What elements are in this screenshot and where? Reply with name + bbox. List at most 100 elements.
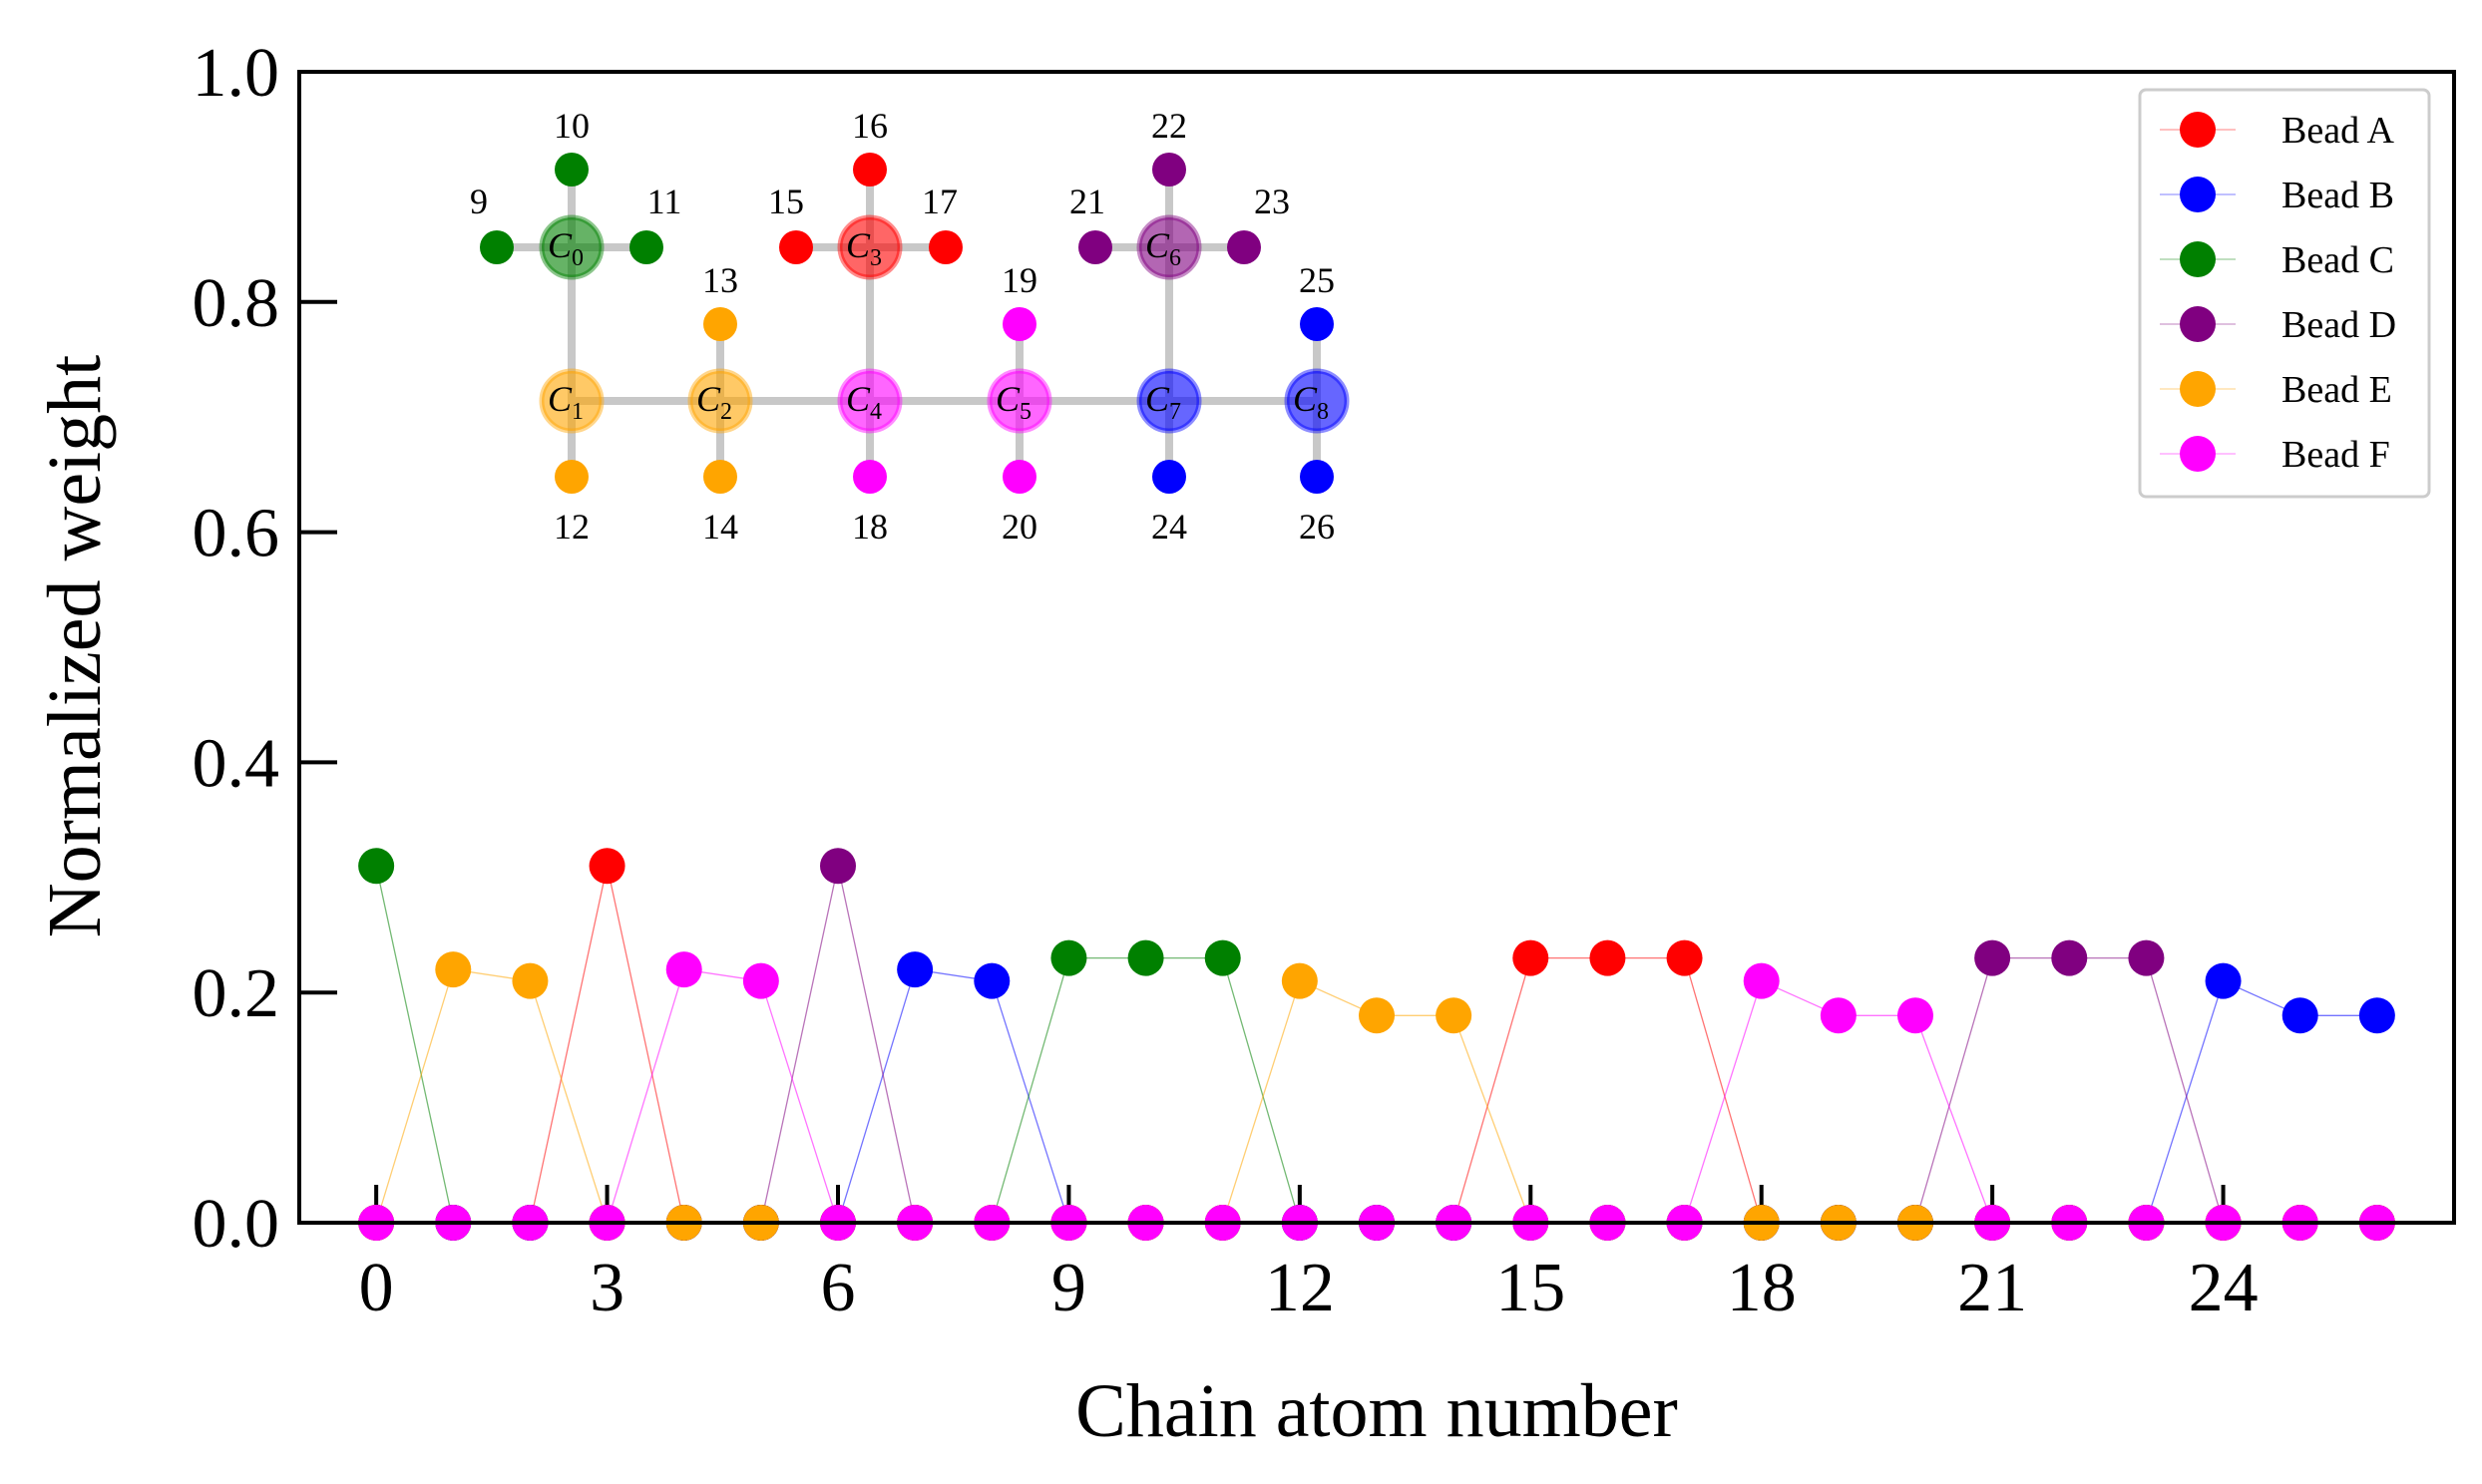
inset-atom-number: 26 [1299,507,1335,547]
inset-backbone-label: C3 [846,225,882,271]
y-axis-title: Normalized weight [33,355,117,938]
inset-atom-number: 15 [768,182,804,221]
x-tick-label: 21 [1957,1250,2027,1326]
x-tick-label: 3 [590,1250,624,1326]
y-tick-label: 1.0 [193,35,280,112]
data-point-bead-a [1589,939,1626,976]
inset-atom-number: 13 [702,260,738,300]
data-point-bead-b [974,962,1011,999]
legend-marker [2180,177,2216,212]
data-point-bead-e [1359,997,1395,1034]
data-point-bead-e [1281,962,1318,999]
inset-substituent-atom [779,230,813,264]
y-tick-label: 0.6 [193,496,280,572]
data-point-bead-a [589,848,625,885]
axis-ticks-layer: 0 3 6 9 12 15 18 21 24 0.0 0.2 0.4 0.6 0.8 1.0 [193,35,2259,1326]
inset-atom-number: 11 [647,182,682,221]
molecule-inset: C0 C1 C2 C3 C4 C5 C6 C7 C8 9 10 11 12 13 14 15 16 17 18 19 2… [470,106,1350,547]
legend-marker [2180,112,2216,148]
legend: Bead A Bead B Bead C Bead D Bead E Bead F [2138,88,2431,499]
data-point-bead-b [2205,962,2242,999]
series-points-layer [358,848,2395,1241]
legend-marker [2180,306,2216,342]
data-point-bead-e [435,951,472,988]
inset-backbone-atom [837,368,903,434]
inset-backbone-atom [687,368,753,434]
inset-substituent-atom [1300,460,1334,494]
series-line-bead-d [376,866,2377,1224]
axes-frame-layer [297,70,2456,1225]
data-point-bead-d [2128,939,2165,976]
inset-atom-number: 10 [554,106,590,146]
legend-label: Bead E [2281,369,2392,411]
x-tick-label: 18 [1727,1250,1797,1326]
inset-backbone-atom [837,214,903,280]
inset-atom-number: 19 [1002,260,1037,300]
data-point-bead-c [1204,939,1241,976]
inset-substituent-atom [1078,230,1112,264]
legend-label: Bead D [2281,304,2396,346]
x-tick-label: 24 [2189,1250,2259,1326]
series-line-bead-a [376,866,2377,1224]
inset-backbone-atom [1136,214,1202,280]
inset-backbone-label: C0 [548,225,584,271]
plot-frame [297,70,2456,1225]
data-point-bead-a [1666,939,1703,976]
inset-backbone-label: C1 [548,379,584,425]
inset-substituent-atom [703,307,737,341]
inset-substituent-atom [480,230,514,264]
data-point-bead-a [1512,939,1549,976]
x-tick-label: 6 [821,1250,856,1326]
inset-atom-number: 25 [1299,260,1335,300]
inset-substituent-atom [853,153,887,186]
inset-atom-number: 20 [1002,507,1037,547]
legend-marker [2180,436,2216,472]
data-point-bead-f [742,962,779,999]
x-tick-label: 15 [1495,1250,1565,1326]
inset-substituent-atom [629,230,663,264]
data-point-bead-f [1897,997,1933,1034]
data-point-bead-b [897,951,934,988]
inset-atom-number: 17 [922,182,958,221]
series-lines-layer [375,866,2377,1224]
inset-atom-number: 22 [1151,106,1187,146]
inset-backbone-label: C4 [846,379,882,425]
data-point-bead-c [358,848,395,885]
data-point-bead-b [2281,997,2318,1034]
inset-substituent-atom [555,460,589,494]
inset-backbone-label: C5 [996,379,1032,425]
data-point-bead-e [512,962,549,999]
inset-backbone-label: C7 [1145,379,1181,425]
y-tick-label: 0.2 [193,955,280,1032]
inset-atom-number: 16 [852,106,888,146]
inset-backbone-atom [1284,368,1350,434]
data-point-bead-f [1743,962,1780,999]
inset-atom-number: 21 [1069,182,1105,221]
series-line-bead-c [375,866,2377,1224]
legend-marker [2180,241,2216,277]
y-tick-label: 0.8 [193,265,280,342]
inset-atom-number: 24 [1151,507,1187,547]
data-point-bead-c [1127,939,1164,976]
legend-label: Bead B [2281,175,2394,216]
data-point-bead-d [820,848,856,885]
inset-backbone-label: C2 [696,379,732,425]
data-point-bead-d [2051,939,2088,976]
data-point-bead-c [1050,939,1087,976]
inset-substituent-atom [1227,230,1261,264]
inset-backbone-atom [539,214,605,280]
x-tick-label: 12 [1265,1250,1335,1326]
inset-backbone-atom [539,368,605,434]
x-tick-label: 9 [1051,1250,1086,1326]
inset-backbone-label: C6 [1145,225,1181,271]
legend-marker [2180,371,2216,407]
inset-backbone-atom [987,368,1052,434]
data-point-bead-f [665,951,702,988]
legend-label: Bead F [2281,434,2390,476]
inset-backbone-label: C8 [1293,379,1329,425]
inset-substituent-atom [853,460,887,494]
legend-label: Bead C [2281,239,2394,281]
data-point-bead-b [2358,997,2395,1034]
